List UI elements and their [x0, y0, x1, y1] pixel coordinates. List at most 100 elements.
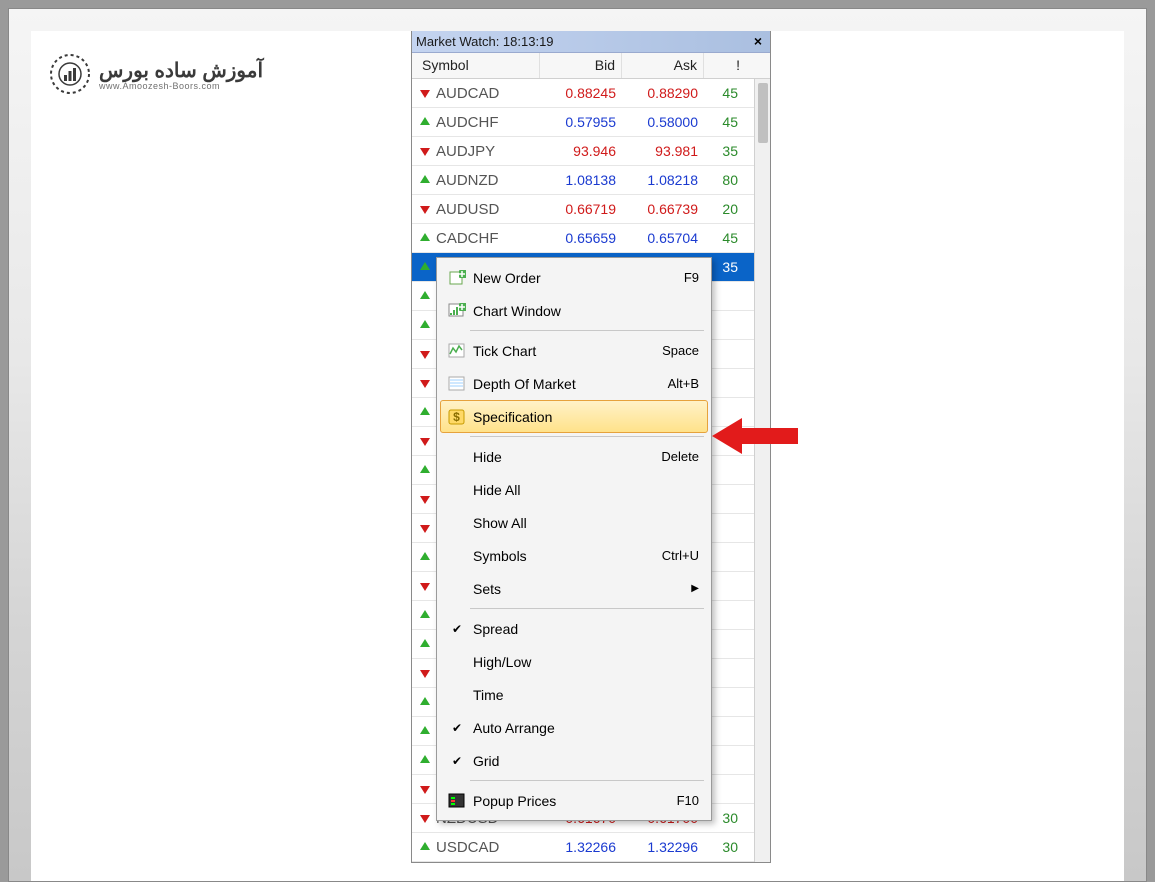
- menu-shortcut: Space: [662, 343, 699, 358]
- symbol-text: CADCHF: [436, 230, 499, 247]
- menu-item-chart-window[interactable]: Chart Window: [440, 294, 708, 327]
- menu-label: Symbols: [469, 548, 662, 564]
- arrow-up-icon: [418, 289, 432, 303]
- menu-separator: [470, 780, 704, 781]
- cell-spread: 45: [704, 230, 746, 246]
- menu-label: Popup Prices: [469, 793, 677, 809]
- market-watch-row[interactable]: AUDJPY 93.94693.98135: [412, 137, 770, 166]
- cell-ask: 93.981: [622, 143, 704, 159]
- menu-label: Hide All: [469, 482, 699, 498]
- menu-item-high-low[interactable]: High/Low: [440, 645, 708, 678]
- menu-label: Hide: [469, 449, 661, 465]
- arrow-down-icon: [418, 782, 432, 796]
- menu-item-new-order[interactable]: New OrderF9: [440, 261, 708, 294]
- menu-item-hide-all[interactable]: Hide All: [440, 473, 708, 506]
- menu-shortcut: Ctrl+U: [662, 548, 699, 563]
- arrow-down-icon: [418, 86, 432, 100]
- menu-item-grid[interactable]: ✔Grid: [440, 744, 708, 777]
- check-icon: ✔: [445, 721, 469, 735]
- arrow-up-icon: [418, 463, 432, 477]
- menu-label: Show All: [469, 515, 699, 531]
- market-watch-row[interactable]: AUDCAD0.882450.8829045: [412, 79, 770, 108]
- col-spread-header[interactable]: !: [704, 53, 746, 78]
- menu-label: Depth Of Market: [469, 376, 668, 392]
- cell-bid: 0.66719: [540, 201, 622, 217]
- menu-item-sets[interactable]: Sets▶: [440, 572, 708, 605]
- market-watch-row[interactable]: USDCAD1.322661.3229630: [412, 833, 770, 862]
- cell-bid: 93.946: [540, 143, 622, 159]
- arrow-down-icon: [418, 521, 432, 535]
- arrow-down-icon: [418, 579, 432, 593]
- menu-label: Time: [469, 687, 699, 703]
- depth-icon: [445, 375, 469, 393]
- cell-spread: 45: [704, 114, 746, 130]
- market-watch-row[interactable]: AUDCHF0.579550.5800045: [412, 108, 770, 137]
- logo-sub-text: www.Amoozesh-Boors.com: [99, 81, 220, 91]
- col-bid-header[interactable]: Bid: [540, 53, 622, 78]
- site-logo: آموزش ساده بورس www.Amoozesh-Boors.com: [49, 53, 263, 95]
- cell-symbol: AUDJPY: [412, 143, 540, 160]
- menu-item-show-all[interactable]: Show All: [440, 506, 708, 539]
- cell-ask: 0.88290: [622, 85, 704, 101]
- check-icon: ✔: [445, 754, 469, 768]
- menu-label: New Order: [469, 270, 684, 286]
- arrow-down-icon: [418, 376, 432, 390]
- menu-item-depth-of-market[interactable]: Depth Of MarketAlt+B: [440, 367, 708, 400]
- svg-text:$: $: [453, 410, 460, 424]
- arrow-up-icon: [418, 173, 432, 187]
- market-watch-row[interactable]: CADCHF0.656590.6570445: [412, 224, 770, 253]
- symbol-text: AUDUSD: [436, 201, 499, 218]
- menu-shortcut: Delete: [661, 449, 699, 464]
- menu-item-hide[interactable]: HideDelete: [440, 440, 708, 473]
- cell-symbol: AUDNZD: [412, 172, 540, 189]
- symbol-text: AUDJPY: [436, 143, 495, 160]
- submenu-arrow-icon: ▶: [687, 583, 699, 594]
- close-icon[interactable]: ×: [750, 34, 766, 50]
- cell-bid: 1.08138: [540, 172, 622, 188]
- cell-ask: 1.32296: [622, 839, 704, 855]
- new-order-icon: [445, 269, 469, 287]
- scrollbar-thumb[interactable]: [758, 83, 768, 143]
- logo-main-text: آموزش ساده بورس: [99, 58, 263, 83]
- menu-item-popup-prices[interactable]: Popup PricesF10: [440, 784, 708, 817]
- col-ask-header[interactable]: Ask: [622, 53, 704, 78]
- market-watch-row[interactable]: AUDNZD1.081381.0821880: [412, 166, 770, 195]
- arrow-down-icon: [418, 666, 432, 680]
- cell-spread: 80: [704, 172, 746, 188]
- globe-chart-icon: [49, 53, 91, 95]
- menu-item-tick-chart[interactable]: Tick ChartSpace: [440, 334, 708, 367]
- col-symbol-header[interactable]: Symbol: [412, 53, 540, 78]
- arrow-up-icon: [418, 405, 432, 419]
- cell-symbol: AUDCHF: [412, 114, 540, 131]
- menu-label: Auto Arrange: [469, 720, 699, 736]
- market-watch-titlebar[interactable]: Market Watch: 18:13:19 ×: [412, 31, 770, 53]
- check-icon: ✔: [445, 622, 469, 636]
- menu-label: Specification: [469, 409, 699, 425]
- spec-icon: $: [445, 408, 469, 426]
- menu-item-specification[interactable]: $ Specification: [440, 400, 708, 433]
- cell-ask: 0.58000: [622, 114, 704, 130]
- cell-symbol: AUDUSD: [412, 201, 540, 218]
- symbol-text: AUDNZD: [436, 172, 499, 189]
- cell-spread: 30: [704, 839, 746, 855]
- cell-spread: 20: [704, 201, 746, 217]
- cell-symbol: CADCHF: [412, 230, 540, 247]
- arrow-up-icon: [418, 550, 432, 564]
- arrow-up-icon: [418, 637, 432, 651]
- cell-bid: 0.65659: [540, 230, 622, 246]
- menu-item-spread[interactable]: ✔Spread: [440, 612, 708, 645]
- menu-shortcut: F9: [684, 270, 699, 285]
- cell-spread: 35: [704, 143, 746, 159]
- context-menu: New OrderF9Chart WindowTick ChartSpaceDe…: [436, 257, 712, 821]
- menu-shortcut: Alt+B: [668, 376, 699, 391]
- arrow-up-icon: [418, 231, 432, 245]
- symbol-text: USDCAD: [436, 839, 499, 856]
- market-watch-row[interactable]: AUDUSD0.667190.6673920: [412, 195, 770, 224]
- arrow-up-icon: [418, 115, 432, 129]
- scrollbar-track[interactable]: [754, 79, 770, 862]
- symbol-text: AUDCHF: [436, 114, 499, 131]
- arrow-down-icon: [418, 811, 432, 825]
- menu-item-time[interactable]: Time: [440, 678, 708, 711]
- menu-item-auto-arrange[interactable]: ✔Auto Arrange: [440, 711, 708, 744]
- menu-item-symbols[interactable]: SymbolsCtrl+U: [440, 539, 708, 572]
